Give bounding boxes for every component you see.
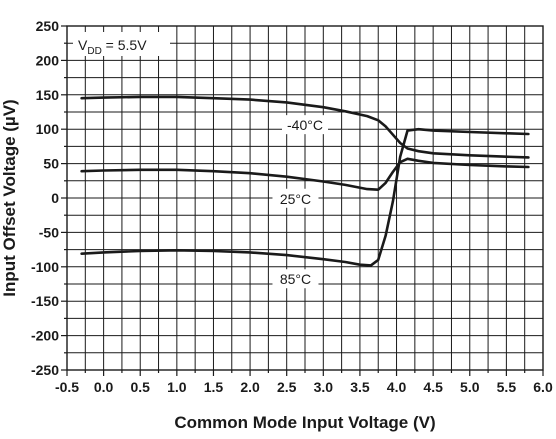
series-label-bg	[282, 115, 328, 135]
series-label-bg	[272, 188, 319, 208]
series-label: 25°C	[280, 191, 311, 207]
series-label: -40°C	[287, 117, 323, 133]
y-tick-label: 200	[36, 52, 60, 68]
vdd-annotation-bg	[73, 32, 170, 56]
x-tick-label: 4.5	[423, 379, 443, 395]
y-tick-label: -150	[31, 293, 59, 309]
series-label: 85°C	[280, 271, 311, 287]
y-axis-title: Input Offset Voltage (µV)	[0, 99, 19, 296]
y-tick-label: 50	[43, 156, 59, 172]
x-tick-label: 5.5	[497, 379, 517, 395]
y-tick-labels: 250 200 150 100 50 0 -50 -100 -150 -200 -250	[31, 18, 59, 378]
x-tick-label: 6.0	[533, 379, 553, 395]
series-line-25C	[80, 157, 530, 191]
x-tick-label: 2.5	[277, 379, 297, 395]
series-line-85C	[80, 127, 530, 267]
y-tick-label: 100	[36, 121, 60, 137]
series-lines	[80, 95, 530, 267]
x-tick-label: 5.0	[460, 379, 480, 395]
x-tick-label: 1.5	[204, 379, 224, 395]
series-line--40C	[80, 95, 530, 159]
x-tick-label: 1.0	[167, 379, 187, 395]
x-tick-labels: -0.5 0.0 0.5 1.0 1.5 2.0 2.5 3.0 3.5 4.0 4.5 5.0 5.5…	[55, 379, 553, 395]
series-labels: -40°C 25°C 85°C	[272, 115, 328, 289]
x-tick-label: 4.0	[387, 379, 407, 395]
y-tick-label: 150	[36, 87, 60, 103]
x-tick-label: 2.0	[240, 379, 260, 395]
y-tick-label: -250	[31, 362, 59, 378]
y-tick-label: 0	[51, 190, 59, 206]
vdd-annotation: VDD = 5.5V	[78, 37, 147, 57]
x-axis-title: Common Mode Input Voltage (V)	[174, 413, 435, 432]
x-tick-label: 3.0	[314, 379, 334, 395]
y-tick-label: -50	[39, 224, 59, 240]
series-label-bg	[272, 269, 319, 289]
axis-ticks	[61, 25, 544, 376]
x-tick-label: -0.5	[55, 379, 79, 395]
y-tick-label: -100	[31, 259, 59, 275]
x-tick-label: 0.5	[130, 379, 150, 395]
x-tick-label: 3.5	[350, 379, 370, 395]
y-tick-label: 250	[36, 18, 60, 34]
y-tick-label: -200	[31, 328, 59, 344]
x-tick-label: 0.0	[94, 379, 114, 395]
